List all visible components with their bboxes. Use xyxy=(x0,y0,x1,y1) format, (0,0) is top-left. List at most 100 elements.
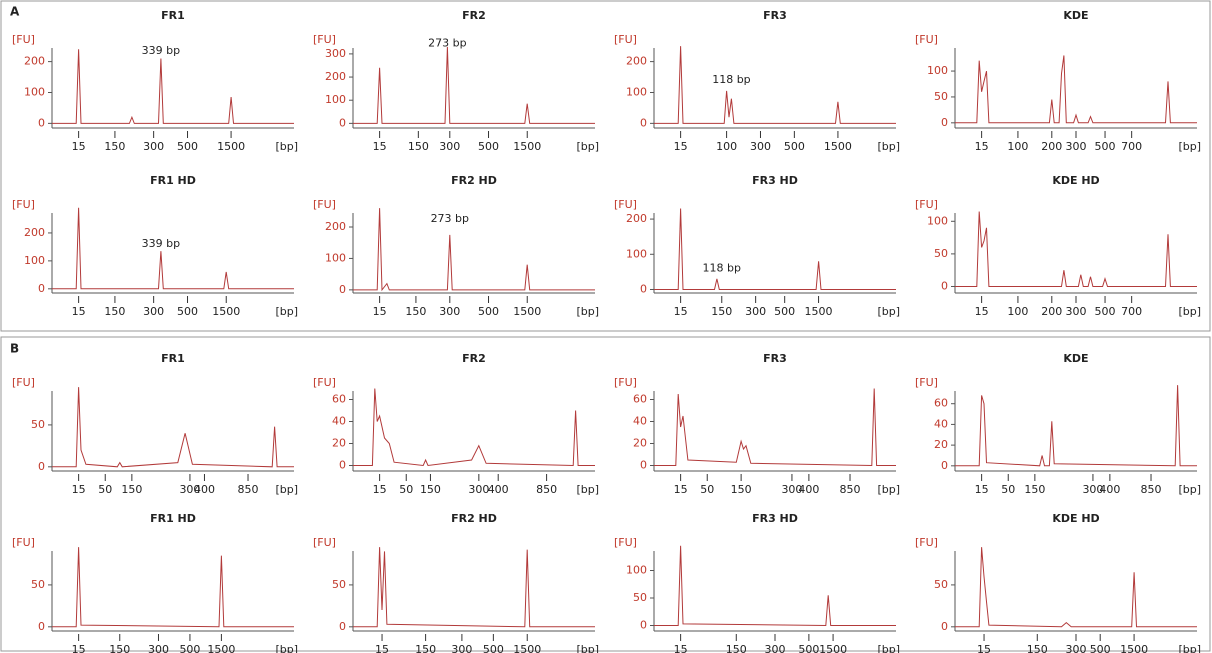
x-tick-label: 300 xyxy=(439,140,460,153)
x-tick-label: 50 xyxy=(700,483,714,496)
x-axis-label: [bp] xyxy=(877,305,900,318)
x-tick-label: 500 xyxy=(177,140,198,153)
x-tick-label: 300 xyxy=(468,483,489,496)
section-b-frame xyxy=(0,336,1211,652)
x-tick-label: 850 xyxy=(840,483,861,496)
x-tick-label: 500 xyxy=(798,643,819,653)
y-tick-label: 40 xyxy=(934,417,948,430)
x-tick-label: 500 xyxy=(179,643,200,653)
y-tick-label: 0 xyxy=(339,116,346,129)
y-tick-label: 0 xyxy=(941,620,948,633)
x-tick-label: 15 xyxy=(674,305,688,318)
y-tick-label: 0 xyxy=(941,459,948,472)
panel-title: FR3 xyxy=(763,9,787,22)
y-tick-label: 100 xyxy=(626,85,647,98)
x-tick-label: 500 xyxy=(1095,140,1116,153)
x-tick-label: 500 xyxy=(177,305,198,318)
x-tick-label: 1500 xyxy=(207,643,235,653)
trace xyxy=(52,387,294,468)
trace xyxy=(353,46,595,124)
x-tick-label: 150 xyxy=(415,643,436,653)
x-tick-label: 150 xyxy=(104,305,125,318)
y-tick-label: 0 xyxy=(640,282,647,295)
y-axis-label: [FU] xyxy=(12,536,35,549)
x-tick-label: 15 xyxy=(977,643,991,653)
x-tick-label: 300 xyxy=(179,483,200,496)
x-tick-label: 15 xyxy=(72,305,86,318)
y-tick-label: 200 xyxy=(325,70,346,83)
annotation: 118 bp xyxy=(712,73,750,86)
y-axis-label: [FU] xyxy=(915,376,938,389)
y-tick-label: 50 xyxy=(934,247,948,260)
x-tick-label: 15 xyxy=(72,140,86,153)
x-axis-label: [bp] xyxy=(877,643,900,653)
y-tick-label: 60 xyxy=(332,393,346,406)
x-axis-label: [bp] xyxy=(275,305,298,318)
x-tick-label: 100 xyxy=(1007,140,1028,153)
y-tick-label: 100 xyxy=(325,93,346,106)
section-label: A xyxy=(10,5,20,19)
y-tick-label: 0 xyxy=(38,620,45,633)
x-tick-label: 1500 xyxy=(819,643,847,653)
panel-title: KDE xyxy=(1063,352,1088,365)
x-tick-label: 150 xyxy=(711,305,732,318)
x-tick-label: 15 xyxy=(975,305,989,318)
y-axis-label: [FU] xyxy=(313,198,336,211)
x-tick-label: 300 xyxy=(1066,140,1087,153)
trace xyxy=(52,49,294,124)
panel-title: FR1 xyxy=(161,9,185,22)
annotation: 118 bp xyxy=(703,261,741,274)
x-tick-label: 50 xyxy=(98,483,112,496)
y-axis-label: [FU] xyxy=(313,536,336,549)
x-axis-label: [bp] xyxy=(275,140,298,153)
x-tick-label: 400 xyxy=(194,483,215,496)
y-tick-label: 0 xyxy=(38,460,45,473)
x-tick-label: 15 xyxy=(674,483,688,496)
y-axis-label: [FU] xyxy=(12,376,35,389)
x-tick-label: 15 xyxy=(373,483,387,496)
y-tick-label: 0 xyxy=(339,283,346,296)
x-tick-label: 850 xyxy=(1141,483,1162,496)
x-tick-label: 1500 xyxy=(513,140,541,153)
x-tick-label: 15 xyxy=(373,140,387,153)
x-tick-label: 1500 xyxy=(212,305,240,318)
y-tick-label: 0 xyxy=(339,459,346,472)
x-axis-label: [bp] xyxy=(1178,305,1201,318)
x-tick-label: 15 xyxy=(72,483,86,496)
panel-title: FR3 xyxy=(763,352,787,365)
x-tick-label: 50 xyxy=(1001,483,1015,496)
x-tick-label: 1500 xyxy=(513,643,541,653)
trace xyxy=(353,388,595,467)
y-tick-label: 0 xyxy=(38,116,45,129)
panel-title: FR1 HD xyxy=(150,512,196,525)
x-tick-label: 15 xyxy=(975,483,989,496)
x-tick-label: 150 xyxy=(408,140,429,153)
y-tick-label: 0 xyxy=(941,116,948,129)
x-tick-label: 500 xyxy=(478,305,499,318)
trace xyxy=(955,211,1197,287)
x-tick-label: 700 xyxy=(1121,140,1142,153)
y-tick-label: 0 xyxy=(38,282,45,295)
y-tick-label: 200 xyxy=(626,212,647,225)
x-tick-label: 400 xyxy=(798,483,819,496)
panel-title: FR1 xyxy=(161,352,185,365)
x-tick-label: 150 xyxy=(104,140,125,153)
x-tick-label: 700 xyxy=(1121,305,1142,318)
x-tick-label: 1500 xyxy=(513,305,541,318)
y-tick-label: 200 xyxy=(24,226,45,239)
y-axis-label: [FU] xyxy=(614,33,637,46)
panel-title: FR3 HD xyxy=(752,512,798,525)
x-tick-label: 300 xyxy=(745,305,766,318)
y-tick-label: 50 xyxy=(934,578,948,591)
x-tick-label: 1500 xyxy=(805,305,833,318)
annotation: 339 bp xyxy=(142,44,180,57)
y-tick-label: 20 xyxy=(934,438,948,451)
y-tick-label: 0 xyxy=(640,116,647,129)
x-tick-label: 150 xyxy=(1024,483,1045,496)
x-tick-label: 300 xyxy=(439,305,460,318)
x-tick-label: 300 xyxy=(148,643,169,653)
y-axis-label: [FU] xyxy=(614,198,637,211)
x-tick-label: 850 xyxy=(238,483,259,496)
panel-title: FR2 HD xyxy=(451,174,497,187)
